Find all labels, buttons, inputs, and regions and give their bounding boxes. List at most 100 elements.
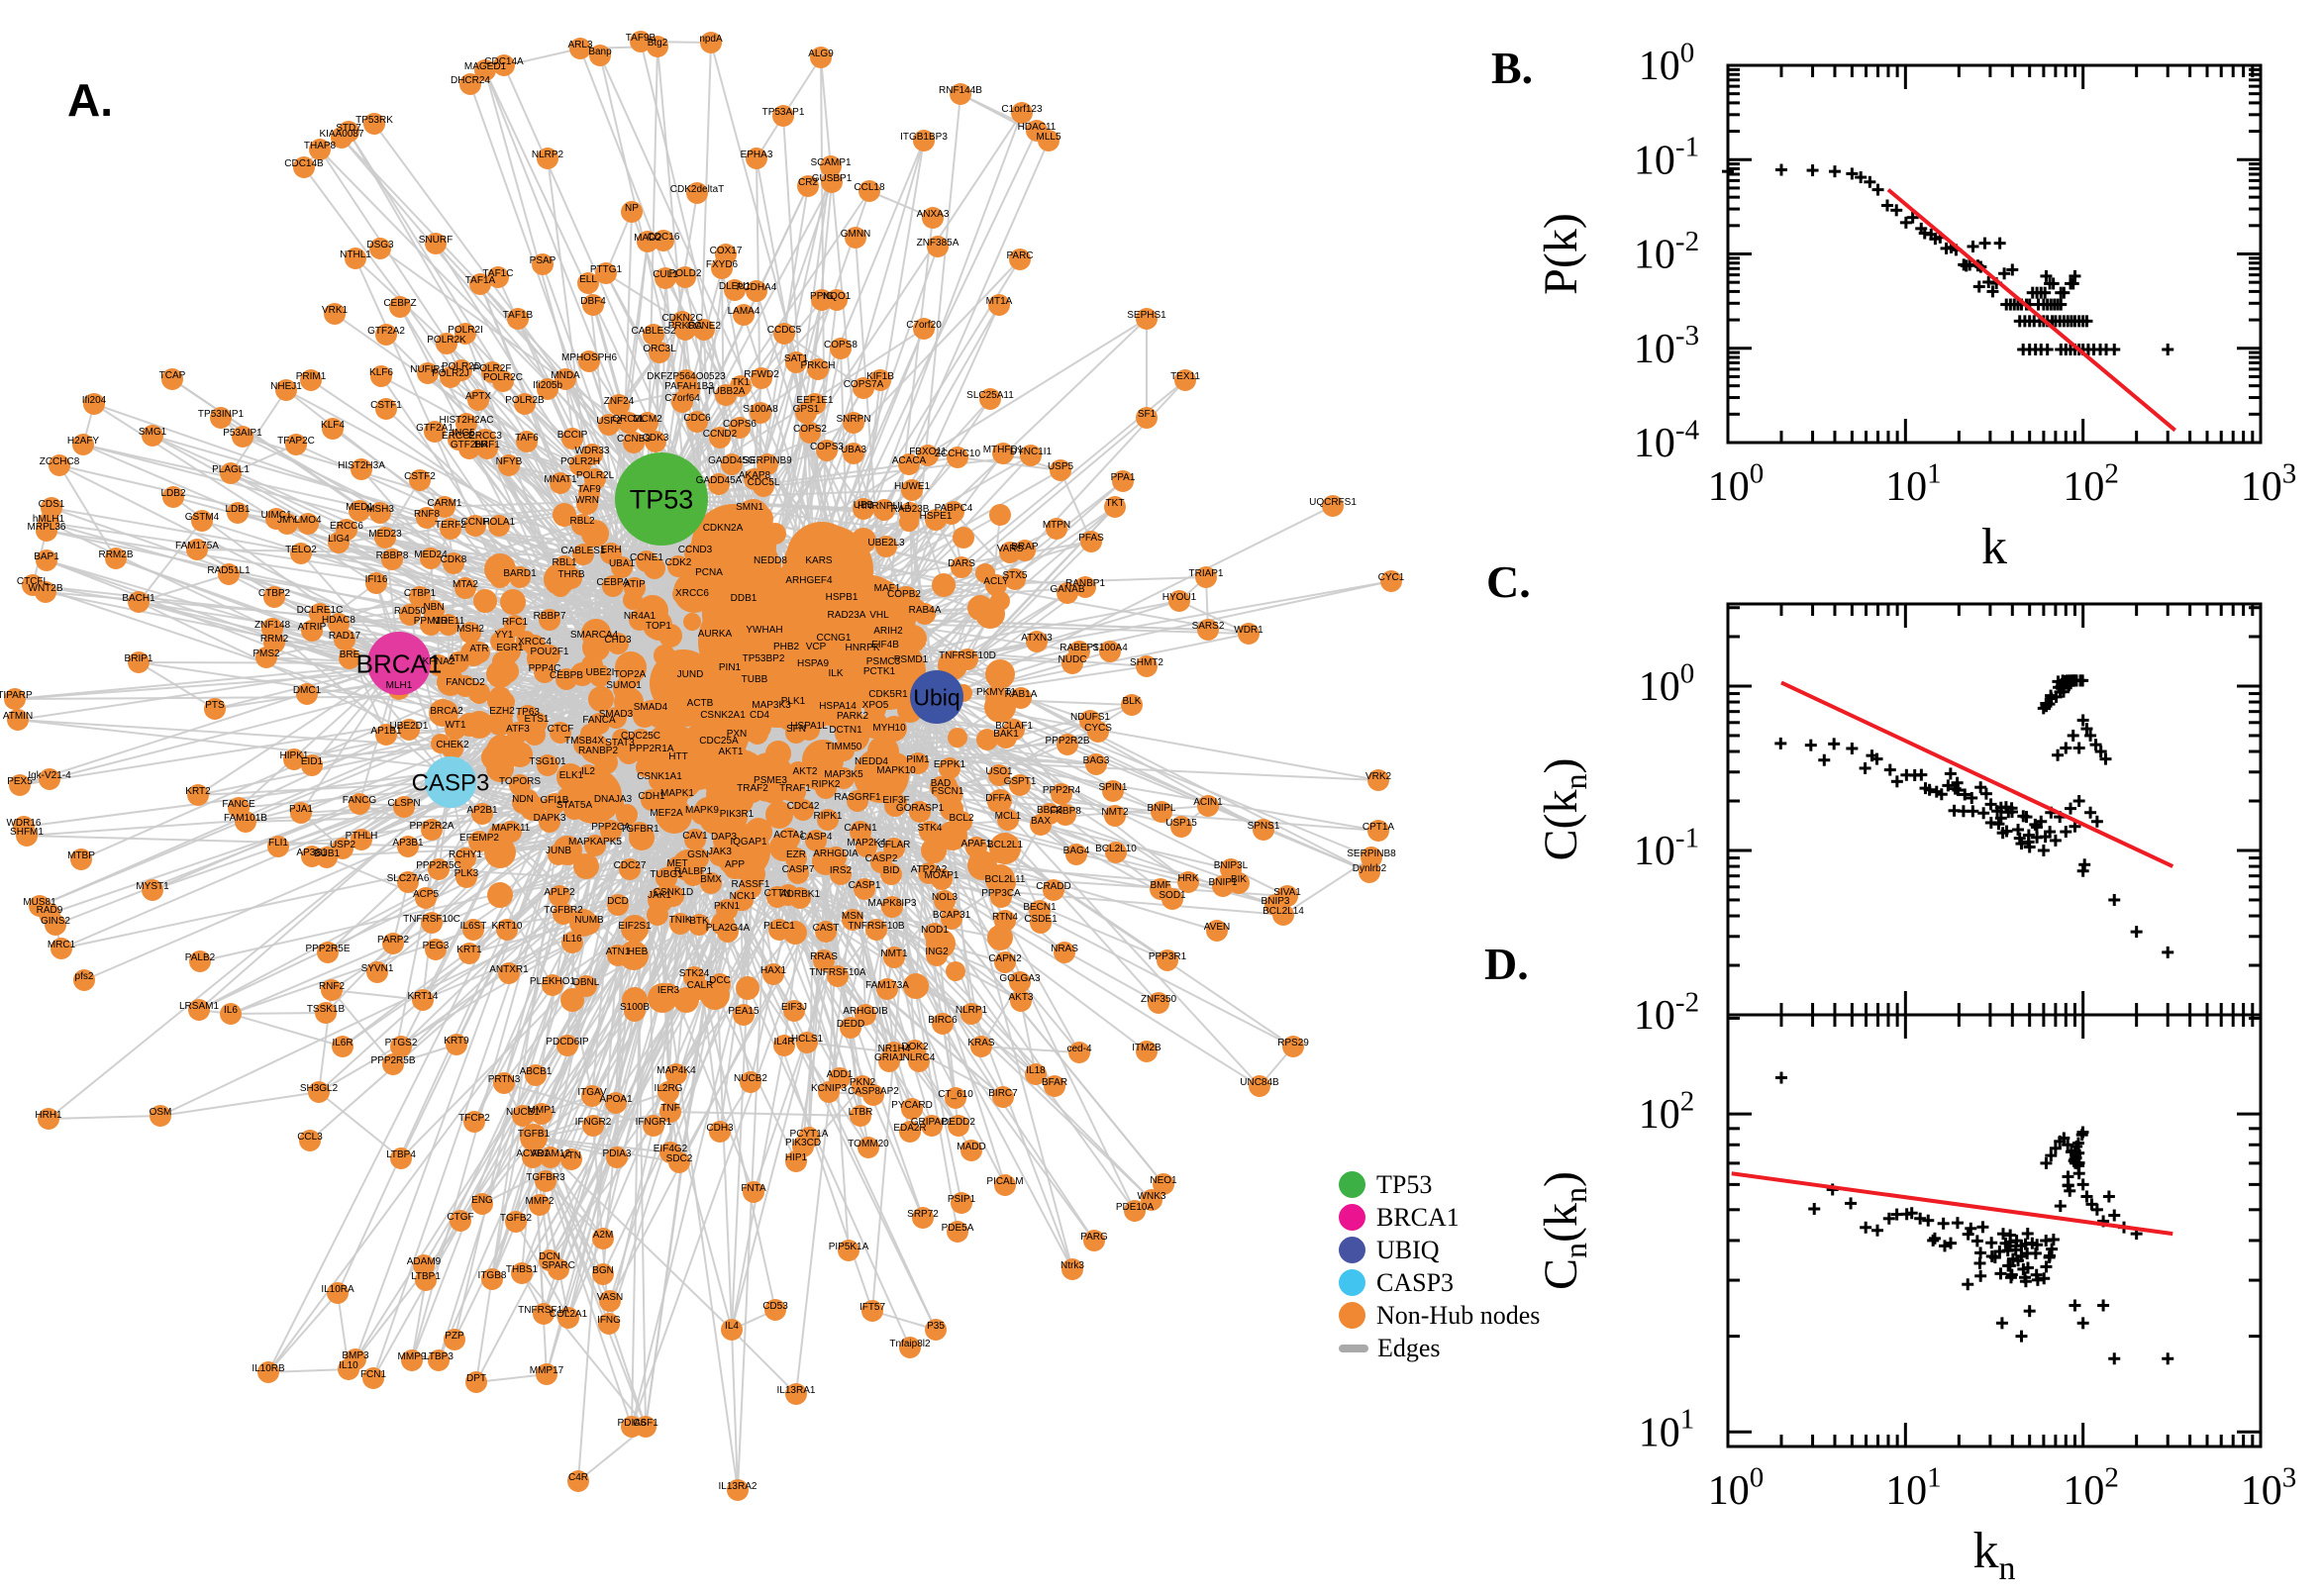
network-node — [204, 698, 226, 720]
network-node — [417, 362, 439, 384]
network-node — [293, 156, 315, 178]
network-node — [909, 801, 931, 823]
network-node — [845, 227, 866, 249]
network-node — [332, 838, 354, 859]
network-node — [464, 515, 486, 537]
network-node — [623, 432, 645, 453]
network-node — [300, 369, 322, 391]
network-node — [189, 950, 211, 972]
network-node — [700, 872, 722, 894]
trend-line — [1731, 1171, 2173, 1237]
network-node — [421, 912, 443, 934]
network-node — [425, 939, 447, 960]
trend-line — [1780, 680, 2174, 868]
network-node — [1136, 308, 1158, 330]
network-node — [1174, 369, 1196, 391]
network-node — [796, 1032, 818, 1053]
network-node — [602, 575, 624, 597]
network-node — [1177, 871, 1199, 893]
network-node — [804, 393, 826, 415]
network-node — [493, 54, 515, 76]
network-node — [36, 520, 57, 542]
network-node — [843, 443, 864, 464]
legend-color-swatch — [1339, 1269, 1365, 1296]
network-node — [507, 308, 529, 330]
network-node — [751, 367, 772, 389]
network-node — [941, 908, 962, 930]
network-node — [463, 1111, 485, 1133]
network-node — [1102, 780, 1124, 802]
network-node — [36, 549, 57, 571]
network-node — [275, 379, 297, 401]
network-node — [746, 148, 767, 169]
network-node — [799, 422, 821, 444]
y-axis-title: Cn​(kn​) — [1535, 1171, 1593, 1290]
panel-label-a: A. — [67, 74, 113, 126]
network-node — [805, 830, 827, 851]
network-node — [440, 366, 461, 388]
network-node — [382, 1053, 404, 1075]
network-node — [931, 868, 953, 890]
network-node — [1253, 819, 1274, 841]
network-node — [855, 1004, 876, 1026]
network-node — [1065, 844, 1087, 865]
network-node — [420, 614, 442, 636]
network-node — [577, 272, 599, 294]
network-node — [375, 398, 397, 420]
network-node — [1170, 816, 1192, 838]
network-node — [459, 622, 481, 644]
network-node — [813, 949, 835, 971]
scatter-points — [1722, 163, 2174, 356]
network-nodes — [4, 31, 1402, 1501]
network-node — [979, 388, 1001, 410]
network-node — [496, 919, 518, 941]
legend-item-label: Edges — [1377, 1333, 1441, 1362]
network-node — [869, 369, 891, 391]
network-node — [498, 962, 520, 984]
network-node — [1004, 568, 1026, 590]
svg-text:10-1: 10-1 — [1634, 822, 1699, 874]
network-node — [988, 294, 1010, 316]
network-node — [643, 324, 664, 346]
network-node — [960, 1003, 982, 1025]
network-node — [934, 890, 956, 912]
network-node — [498, 454, 520, 476]
svg-text:100: 100 — [1639, 657, 1695, 710]
network-node — [1099, 641, 1121, 662]
network-node — [49, 454, 70, 476]
network-node — [708, 473, 730, 495]
legend-item: CASP3 — [1339, 1266, 1454, 1299]
svg-text:100: 100 — [1708, 457, 1765, 510]
network-node — [128, 651, 150, 673]
network-node — [907, 752, 929, 774]
network-node — [537, 148, 558, 169]
network-node — [382, 933, 404, 954]
network-node — [917, 445, 939, 466]
network-node — [409, 586, 431, 608]
network-node — [462, 919, 484, 941]
network-node — [187, 784, 209, 806]
network-node — [285, 434, 307, 455]
network-node — [393, 796, 415, 818]
network-node — [351, 458, 372, 480]
network-node — [283, 748, 305, 770]
network-node — [474, 59, 496, 81]
network-node — [1282, 1036, 1304, 1057]
network-node — [550, 472, 571, 494]
network-node — [1046, 518, 1067, 540]
network-node — [647, 36, 668, 57]
network-node — [446, 1034, 467, 1055]
network-node — [550, 722, 571, 744]
network-node — [854, 878, 875, 900]
network-node — [398, 719, 420, 741]
network-node — [4, 688, 26, 710]
network-node — [516, 431, 538, 452]
network-node — [1043, 879, 1064, 901]
network-node — [218, 563, 240, 585]
network-node — [428, 858, 450, 880]
network-node — [454, 323, 476, 345]
network-node — [569, 38, 591, 59]
network-node — [1157, 949, 1178, 971]
